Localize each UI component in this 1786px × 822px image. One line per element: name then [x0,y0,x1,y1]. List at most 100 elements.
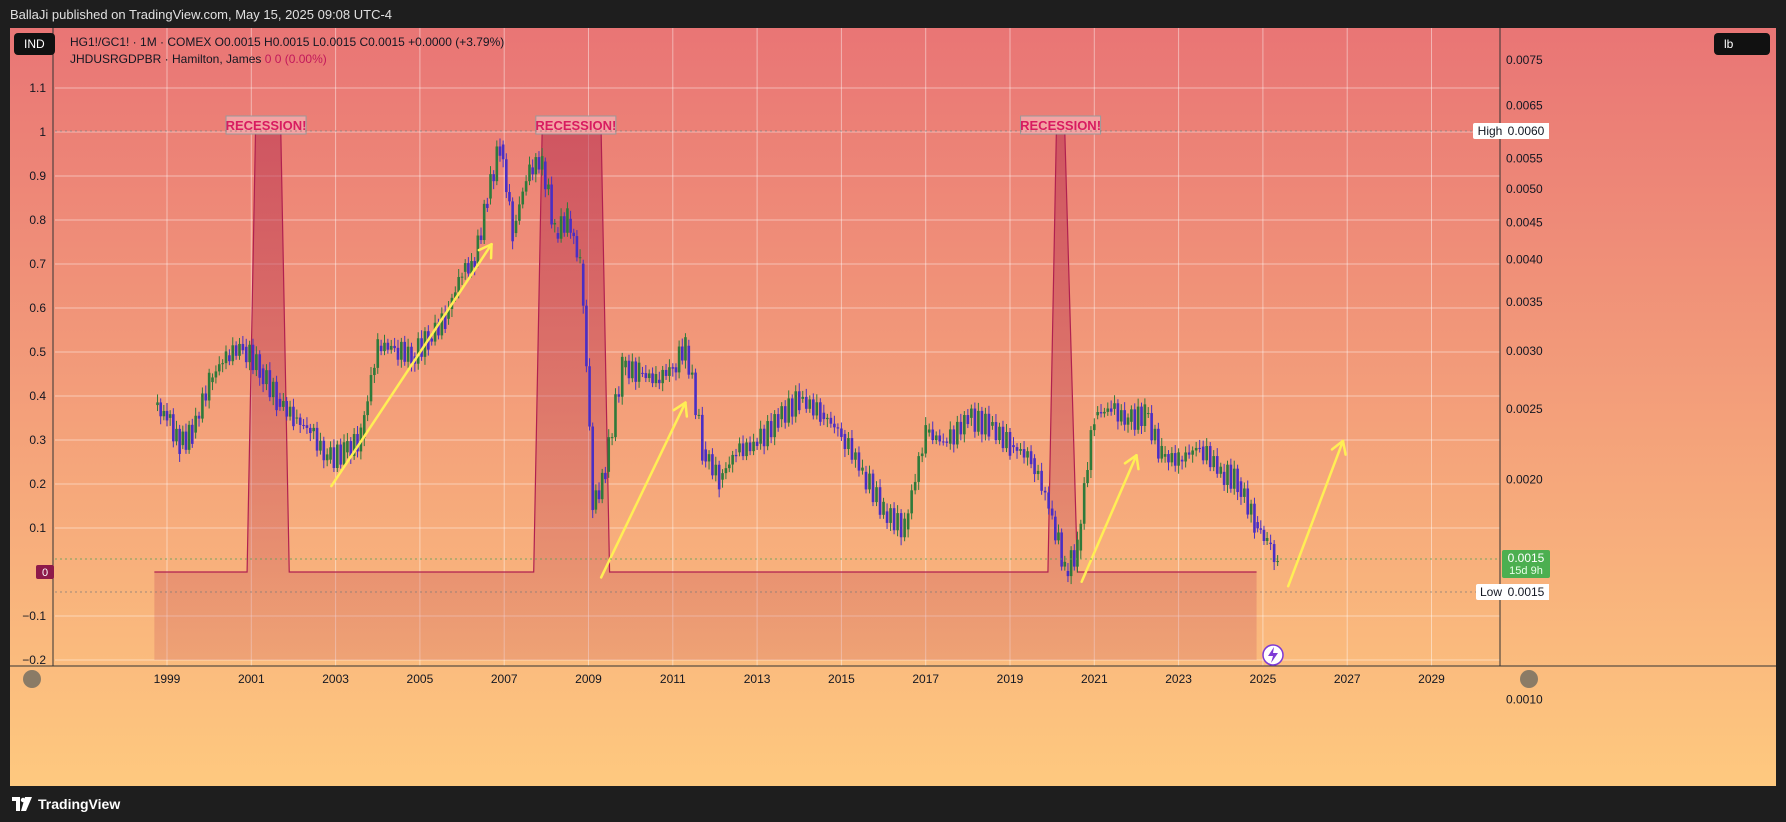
candle-body [400,341,403,360]
candle-body [1229,464,1233,489]
candle-body [833,423,836,428]
candle-body [1180,459,1184,462]
candle-body [443,313,447,329]
right-tick-label: 0.0020 [1506,473,1543,487]
candle-body [878,487,882,515]
candle-body [1022,449,1026,458]
unit-badge[interactable]: lb [1714,33,1770,55]
right-tick-label: 0.0040 [1506,253,1543,267]
candle-body [1212,456,1216,468]
left-scale-handle [23,670,41,688]
candle-body [591,426,595,511]
left-tick-label: 0.4 [29,389,46,403]
candle-body [1173,453,1177,466]
candle-body [840,428,843,437]
candle-body [501,144,505,160]
candle-body [711,454,714,476]
candle-body [1191,450,1194,455]
candle-body [644,373,648,379]
left-tick-label: 1 [39,125,46,139]
candle-body [457,276,460,293]
candle-body [531,167,534,175]
right-scale-handle [1520,670,1538,688]
candle-body [634,361,638,382]
recession-area [154,132,1257,660]
candle-body [234,345,238,356]
candle-body [190,424,194,444]
tradingview-brand[interactable]: TradingView [12,796,120,812]
candle-body [518,204,521,221]
candle-body [1043,490,1047,493]
candle-body [671,367,675,369]
x-tick-label: 2025 [1250,672,1277,686]
candle-body [597,490,601,500]
candle-body [1093,424,1096,431]
candle-body [717,464,721,490]
candle-body [537,157,541,170]
x-tick-label: 2001 [238,672,265,686]
candle-body [1130,409,1133,422]
candle-body [437,322,440,336]
candle-body [1033,458,1036,475]
candle-body [987,413,991,437]
trend-arrow-shaft [1286,439,1345,588]
candle-body [864,471,868,490]
candle-body [581,263,585,306]
candle-body [661,369,664,384]
zero-label: 0 [42,567,48,579]
candle-body [1170,453,1174,463]
candle-body [356,434,359,452]
candle-body [389,345,393,350]
trend-arrow-head [1135,454,1140,471]
candle-body [906,513,910,530]
candle-body [762,428,766,447]
candle-body [486,203,489,208]
candle-body [175,428,178,442]
candle-body [1198,447,1201,449]
candle-body [724,468,728,474]
candle-body [393,345,396,349]
footer-bar: TradingView [0,786,1786,822]
candle-body [1133,409,1137,430]
candle-body [822,412,826,420]
price-chart[interactable]: 1999 2001 2003 2005 2007 2009 2011 2013 2015 2017… [10,28,1776,786]
candle-body [406,346,410,362]
tradingview-logo-icon [12,797,32,811]
candle-body [479,235,483,241]
candle-body [752,441,755,452]
candle-body [684,337,687,361]
trend-arrow-head [1341,439,1347,456]
candle-body [470,261,473,274]
last-price-value: 0.0015 [1508,551,1545,565]
candle-body [231,345,235,362]
candle-body [473,261,476,268]
low-tag-label: Low [1480,585,1502,599]
candle-body [433,322,437,342]
trend-arrow-head [672,401,687,412]
candle-body [1119,410,1123,422]
candle-body [690,372,694,375]
candle-body [1208,446,1212,468]
candle-body [578,257,582,259]
candle-body [204,393,208,401]
candle-body [721,473,724,480]
candle-body [569,218,572,233]
candle-body [896,513,899,531]
candle-body [258,354,262,378]
candle-body [1089,430,1093,471]
left-tick-label: 0.7 [29,257,46,271]
x-tick-label: 2007 [491,672,518,686]
symbol-badge[interactable]: IND [14,33,55,55]
candle-body [547,184,550,190]
candle-body [1201,446,1205,461]
candle-body [677,346,681,373]
candle-body [553,222,557,225]
trend-arrow-head [477,242,493,252]
candle-body [829,417,833,424]
candle-body [271,381,275,398]
candle-body [680,346,684,361]
candle-body [1066,571,1070,577]
candle-body [521,191,525,205]
right-tick-label: 0.0030 [1506,344,1543,358]
trend-arrow-head [684,401,689,418]
